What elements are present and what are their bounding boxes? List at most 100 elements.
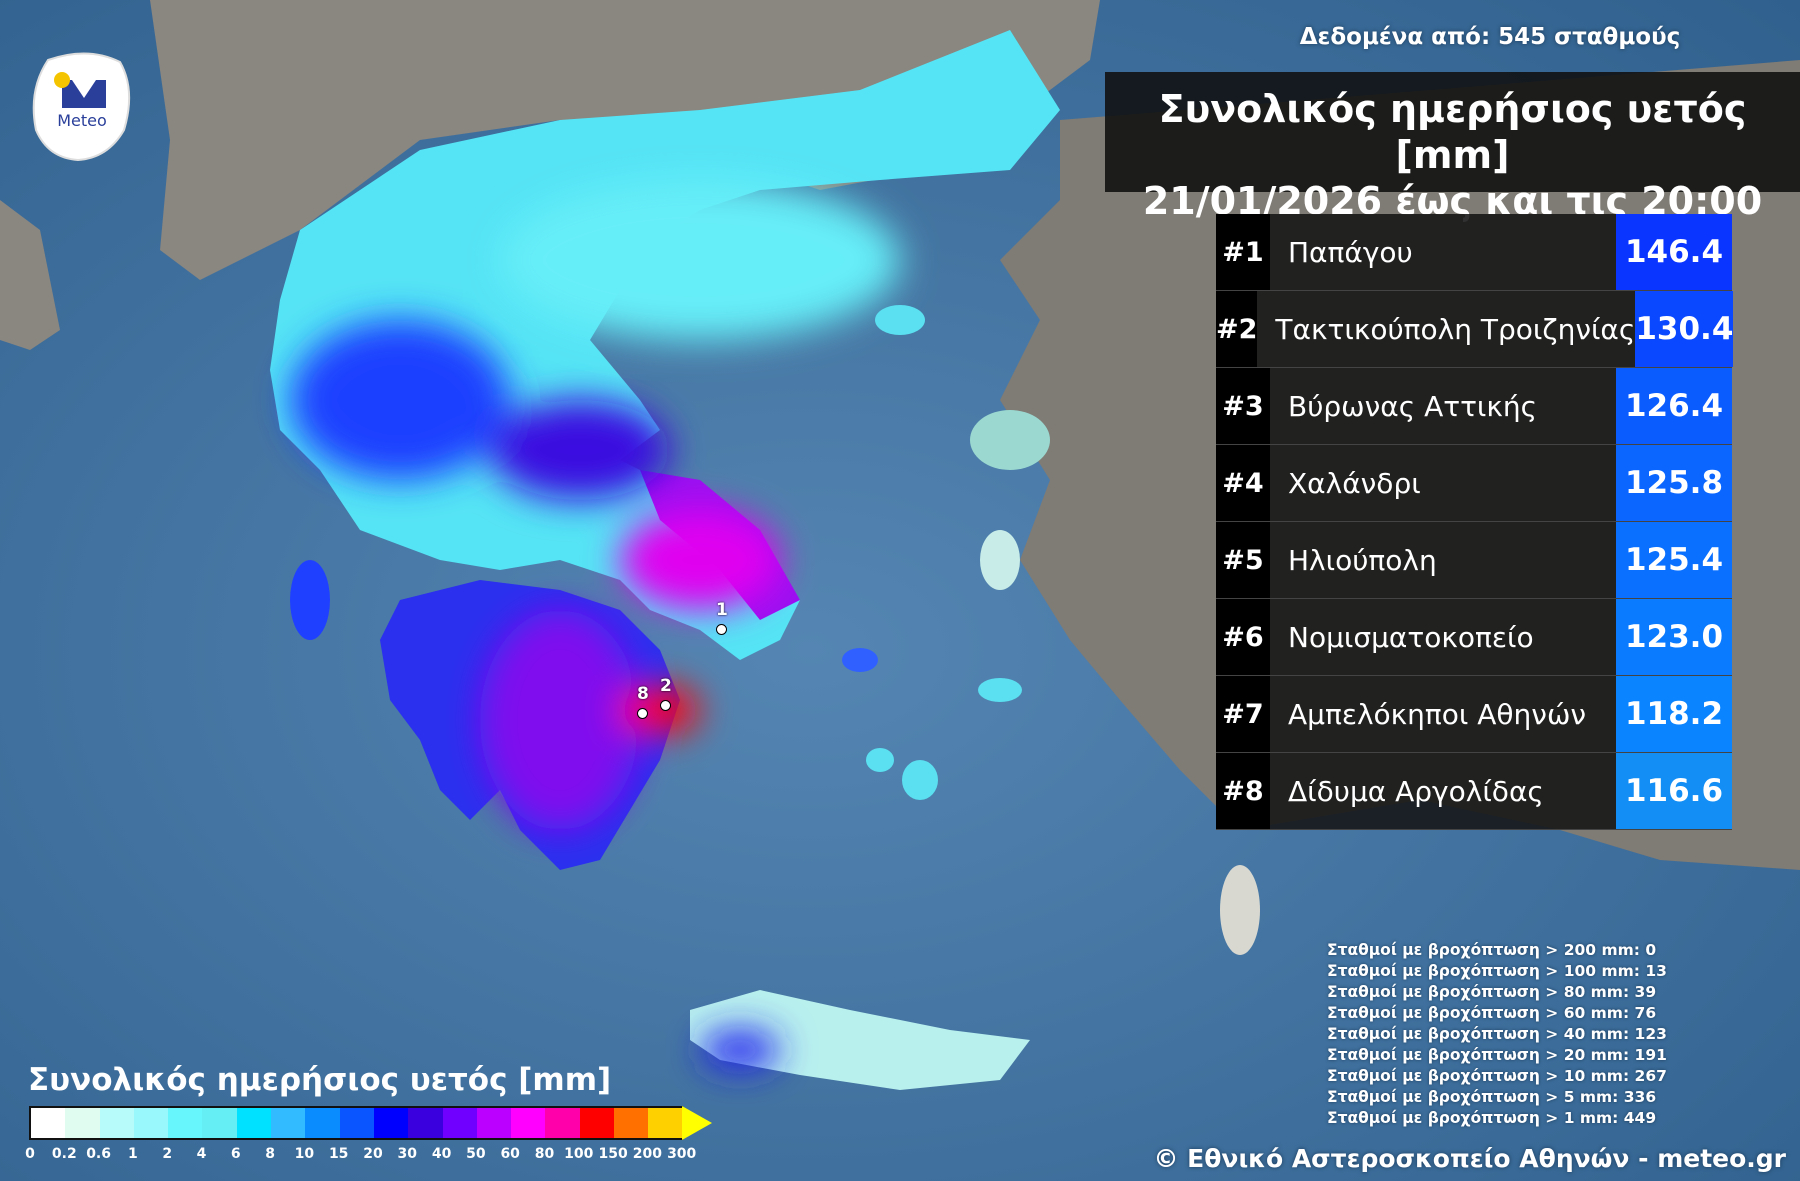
legend-swatch bbox=[133, 1108, 169, 1138]
crete bbox=[690, 990, 1030, 1090]
ranking-row: #3 Βύρωνας Αττικής 126.4 bbox=[1216, 368, 1732, 445]
stat-line: Σταθμοί με βροχόπτωση > 1 mm: 449 bbox=[1327, 1109, 1657, 1127]
station-name: Αμπελόκηποι Αθηνών bbox=[1270, 676, 1616, 752]
rank-number: #7 bbox=[1216, 676, 1270, 752]
legend-tick-label: 20 bbox=[363, 1146, 383, 1162]
legend-swatch bbox=[271, 1108, 306, 1138]
rainfall-value: 125.8 bbox=[1616, 445, 1732, 521]
station-stats: Σταθμοί με βροχόπτωση > 200 mm: 0 Σταθμοί… bbox=[1327, 940, 1667, 1129]
legend-swatch bbox=[648, 1108, 683, 1138]
svg-text:Meteo: Meteo bbox=[57, 111, 107, 130]
ranking-row: #5 Ηλιούπολη 125.4 bbox=[1216, 522, 1732, 599]
rain-blob-attica bbox=[620, 510, 780, 610]
legend-tick-label: 30 bbox=[397, 1146, 418, 1162]
rain-blob-argolida bbox=[620, 685, 700, 735]
legend-swatch bbox=[442, 1108, 477, 1138]
rainfall-value: 125.4 bbox=[1616, 522, 1732, 598]
ranking-row: #6 Νομισματοκοπείο 123.0 bbox=[1216, 599, 1732, 676]
station-name: Δίδυμα Αργολίδας bbox=[1270, 753, 1616, 829]
data-source-text: Δεδομένα από: 545 σταθμούς bbox=[1299, 24, 1681, 50]
rainfall-value: 118.2 bbox=[1616, 676, 1732, 752]
stat-line: Σταθμοί με βροχόπτωση > 60 mm: 76 bbox=[1327, 1004, 1657, 1022]
copyright: © Εθνικό Αστεροσκοπείο Αθηνών - meteo.gr bbox=[1153, 1144, 1786, 1173]
legend-tick-label: 0 bbox=[25, 1146, 35, 1162]
legend-tick-label: 8 bbox=[265, 1146, 275, 1162]
legend-tick-label: 2 bbox=[162, 1146, 173, 1162]
rain-blob-crete bbox=[700, 1030, 780, 1070]
stat-line: Σταθμοί με βροχόπτωση > 10 mm: 267 bbox=[1327, 1067, 1667, 1085]
rain-blob-epirus bbox=[290, 320, 510, 480]
land-italy bbox=[0, 200, 60, 350]
station-name: Παπάγου bbox=[1270, 214, 1616, 290]
rainfall-value: 126.4 bbox=[1616, 368, 1732, 444]
ranking-row: #2 Τακτικούπολη Τροιζηνίας 130.4 bbox=[1216, 291, 1734, 368]
legend-swatch bbox=[614, 1108, 649, 1138]
rain-blob-central bbox=[490, 400, 670, 500]
rank-number: #6 bbox=[1216, 599, 1270, 675]
stat-line: Σταθμοί με βροχόπτωση > 20 mm: 191 bbox=[1327, 1046, 1667, 1064]
ranking-row: #8 Δίδυμα Αργολίδας 116.6 bbox=[1216, 753, 1732, 830]
legend-tick-label: 40 bbox=[431, 1146, 452, 1162]
legend-swatch bbox=[511, 1108, 546, 1138]
legend-title: Συνολικός ημερήσιος υετός [mm] bbox=[28, 1062, 612, 1098]
station-name: Ηλιούπολη bbox=[1270, 522, 1616, 598]
stat-line: Σταθμοί με βροχόπτωση > 200 mm: 0 bbox=[1327, 941, 1657, 959]
legend-tick-label: 0.6 bbox=[86, 1146, 111, 1162]
legend-tick-label: 4 bbox=[196, 1146, 207, 1162]
station-ranking-table: #1 Παπάγου 146.4 #2 Τακτικούπολη Τροιζηνί… bbox=[1216, 214, 1734, 830]
rank-number: #1 bbox=[1216, 214, 1270, 290]
rainfall-value: 116.6 bbox=[1616, 753, 1732, 829]
land-north bbox=[150, 0, 1100, 280]
stat-line: Σταθμοί με βροχόπτωση > 80 mm: 39 bbox=[1327, 983, 1657, 1001]
station-name: Τακτικούπολη Τροιζηνίας bbox=[1257, 291, 1636, 367]
ranking-row: #4 Χαλάνδρι 125.8 bbox=[1216, 445, 1732, 522]
rank-number: #2 bbox=[1216, 291, 1258, 367]
legend-tick-label: 50 bbox=[466, 1146, 486, 1162]
legend-swatch bbox=[408, 1108, 443, 1138]
legend-tick-label: 60 bbox=[500, 1146, 520, 1162]
meteo-logo: Meteo bbox=[32, 52, 131, 162]
rank-number: #3 bbox=[1216, 368, 1270, 444]
station-marker-1: 1 bbox=[716, 600, 728, 640]
legend-swatch bbox=[31, 1108, 66, 1138]
greece-mainland bbox=[270, 30, 1060, 660]
legend-swatch bbox=[579, 1108, 615, 1138]
station-name: Βύρωνας Αττικής bbox=[1270, 368, 1616, 444]
legend-swatch bbox=[168, 1108, 203, 1138]
rank-number: #8 bbox=[1216, 753, 1270, 829]
legend-tick-label: 1 bbox=[128, 1146, 138, 1162]
legend-swatch bbox=[545, 1108, 580, 1138]
ranking-row: #7 Αμπελόκηποι Αθηνών 118.2 bbox=[1216, 676, 1732, 753]
legend-tick-label: 0.2 bbox=[51, 1146, 77, 1162]
ranking-row: #1 Παπάγου 146.4 bbox=[1216, 214, 1732, 291]
islands bbox=[290, 305, 1260, 955]
legend-colorbar bbox=[29, 1106, 683, 1140]
stat-line: Σταθμοί με βροχόπτωση > 5 mm: 336 bbox=[1327, 1088, 1657, 1106]
rain-blob-peloponnese bbox=[480, 610, 640, 830]
legend-swatch bbox=[339, 1108, 374, 1138]
title-line-1: Συνολικός ημερήσιος υετός [mm] bbox=[1158, 87, 1747, 177]
stat-line: Σταθμοί με βροχόπτωση > 100 mm: 13 bbox=[1327, 962, 1667, 980]
legend-swatch bbox=[373, 1108, 409, 1138]
station-marker-8: 8 bbox=[637, 684, 649, 724]
station-name: Νομισματοκοπείο bbox=[1270, 599, 1616, 675]
rainfall-value: 123.0 bbox=[1616, 599, 1732, 675]
map-title: Συνολικός ημερήσιος υετός [mm] 21/01/202… bbox=[1105, 72, 1800, 223]
legend-swatch bbox=[476, 1108, 512, 1138]
stat-line: Σταθμοί με βροχόπτωση > 40 mm: 123 bbox=[1327, 1025, 1667, 1043]
legend-tick-label: 200 bbox=[632, 1146, 663, 1162]
legend-swatch bbox=[202, 1108, 237, 1138]
legend-swatch bbox=[99, 1108, 134, 1138]
legend-tick-label: 80 bbox=[534, 1146, 555, 1162]
legend-tick-label: 10 bbox=[294, 1146, 315, 1162]
legend-tick-label: 6 bbox=[230, 1146, 241, 1162]
station-name: Χαλάνδρι bbox=[1270, 445, 1616, 521]
legend-tick-label: 15 bbox=[328, 1146, 349, 1162]
legend-swatch bbox=[305, 1108, 340, 1138]
legend-arrow bbox=[682, 1106, 712, 1140]
legend-tick-label: 100 bbox=[564, 1146, 594, 1162]
station-marker-2: 2 bbox=[660, 676, 672, 716]
rank-number: #4 bbox=[1216, 445, 1270, 521]
legend-tick-label: 150 bbox=[598, 1146, 628, 1162]
rainfall-value: 146.4 bbox=[1616, 214, 1732, 290]
